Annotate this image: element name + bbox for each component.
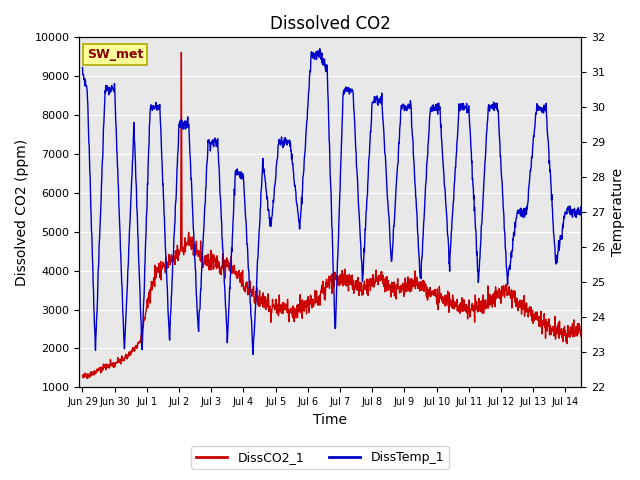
DissCO2_1	[118, 356, 125, 362]
Text: SW_met: SW_met	[87, 48, 143, 61]
DissCO2_1	[301, 300, 309, 305]
Line: DissCO2_1: DissCO2_1	[83, 52, 582, 378]
DissTemp_1	[291, 183, 298, 189]
DissCO2_1	[291, 310, 299, 316]
DissCO2_1	[310, 299, 318, 305]
DissTemp_1	[138, 330, 145, 336]
DissCO2_1	[83, 375, 91, 381]
DissCO2_1	[138, 331, 145, 337]
Y-axis label: Temperature: Temperature	[611, 168, 625, 256]
Line: DissTemp_1: DissTemp_1	[83, 49, 582, 355]
X-axis label: Time: Time	[314, 413, 348, 427]
DissTemp_1	[250, 352, 257, 358]
DissCO2_1	[364, 276, 371, 282]
Title: Dissolved CO2: Dissolved CO2	[270, 15, 391, 33]
DissCO2_1	[578, 327, 586, 333]
Y-axis label: Dissolved CO2 (ppm): Dissolved CO2 (ppm)	[15, 139, 29, 286]
DissTemp_1	[316, 46, 324, 52]
DissTemp_1	[79, 65, 86, 71]
DissTemp_1	[301, 150, 308, 156]
DissTemp_1	[364, 194, 371, 200]
DissTemp_1	[578, 210, 586, 216]
DissCO2_1	[79, 372, 86, 378]
DissTemp_1	[310, 55, 317, 60]
DissTemp_1	[117, 262, 125, 267]
DissCO2_1	[177, 49, 185, 55]
Legend: DissCO2_1, DissTemp_1: DissCO2_1, DissTemp_1	[191, 446, 449, 469]
